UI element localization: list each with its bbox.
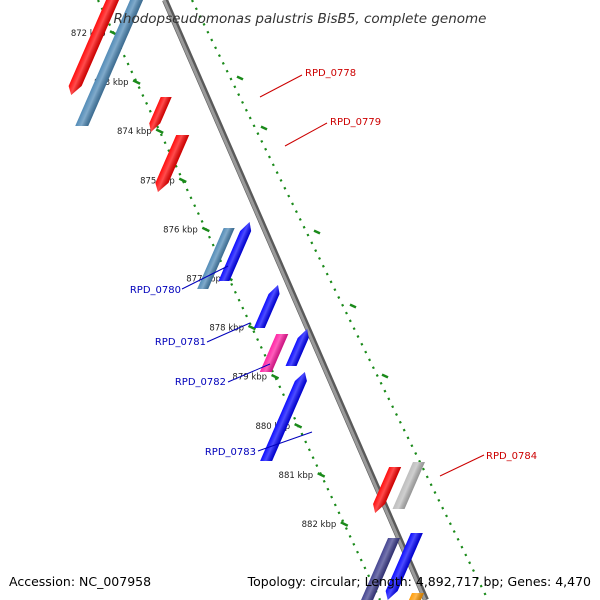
gene-feature-slate[interactable]	[361, 538, 401, 600]
scale-tick	[317, 472, 326, 478]
scale-tick-label: 882 kbp	[302, 520, 337, 530]
gene-feature-red-small[interactable]	[145, 97, 172, 132]
gene-feature-blue-lower-shade	[385, 533, 423, 600]
scale-tick-label: 880 kbp	[255, 422, 290, 432]
gene-feature-rpd0784-shade	[392, 462, 425, 509]
gene-feature-red-lower[interactable]	[369, 467, 402, 513]
gene-label-rpd0784[interactable]: RPD_0784	[486, 451, 537, 462]
gene-feature-blue-b-shade	[253, 285, 280, 328]
callout-line	[227, 363, 271, 383]
scale-tick-label: 876 kbp	[163, 225, 198, 235]
gene-feature-rpd0778[interactable]	[75, 0, 145, 126]
gene-feature-rpd0781[interactable]	[285, 329, 313, 366]
callout-line	[259, 74, 303, 98]
gene-label-rpd0782[interactable]: RPD_0782	[175, 377, 226, 388]
scale-tick	[132, 79, 141, 85]
scale-tick	[155, 128, 164, 135]
inner-dotted-ring	[97, 0, 381, 600]
callout-line	[206, 322, 251, 343]
gene-label-rpd0778[interactable]: RPD_0778	[305, 68, 356, 79]
gene-feature-rpd0782[interactable]	[259, 334, 289, 372]
scale-tick	[294, 422, 303, 429]
ring-tick	[381, 373, 389, 379]
callout-line	[181, 265, 229, 290]
scale-tick-label: 878 kbp	[209, 324, 244, 334]
gene-feature-rpd0780-shade	[197, 228, 235, 289]
scale-tick	[247, 324, 257, 331]
gene-feature-rpd0780[interactable]	[197, 228, 235, 289]
callout-line	[257, 431, 313, 452]
scale-tick	[178, 177, 187, 184]
gene-feature-rpd0779[interactable]	[151, 135, 190, 192]
gene-feature-upper-red-shade	[68, 0, 121, 95]
ring-tick	[236, 75, 244, 81]
gene-label-rpd0781[interactable]: RPD_0781	[155, 337, 206, 348]
gene-feature-slate-shade	[361, 538, 401, 600]
gene-feature-orange-shade	[408, 593, 424, 600]
ring-tick	[313, 229, 321, 235]
scale-tick-label: 879 kbp	[232, 373, 267, 383]
genome-title: Rhodopseudomonas palustris BisB5, comple…	[114, 11, 487, 27]
gene-feature-rpd0782-shade	[259, 334, 289, 372]
gene-feature-rpd0783[interactable]	[260, 372, 311, 461]
gene-label-rpd0780[interactable]: RPD_0780	[130, 285, 181, 296]
gene-feature-rpd0779-shade	[155, 135, 190, 192]
scale-tick-label: 881 kbp	[279, 471, 314, 481]
accession-text: Accession: NC_007958	[9, 574, 151, 589]
gene-label-rpd0783[interactable]: RPD_0783	[205, 447, 256, 458]
gene-feature-rpd0778-shade	[75, 0, 145, 126]
topology-text: Topology: circular; Length: 4,892,717 bp…	[247, 574, 591, 589]
gene-label-rpd0779[interactable]: RPD_0779	[330, 117, 381, 128]
genome-backbone	[162, 0, 427, 600]
gene-feature-rpd0781-shade	[285, 329, 309, 366]
gene-feature-rpd0784[interactable]	[392, 462, 425, 509]
scale-tick	[201, 226, 210, 233]
gene-feature-blue-lower[interactable]	[382, 533, 423, 600]
callout-line	[284, 122, 328, 147]
gene-feature-red-lower-shade	[373, 467, 402, 513]
ring-tick	[260, 125, 268, 131]
gene-feature-orange[interactable]	[408, 593, 424, 600]
gene-feature-rpd0783-shade	[260, 372, 307, 461]
callout-line	[439, 454, 485, 477]
outer-dotted-ring	[191, 0, 489, 600]
gene-feature-blue-b[interactable]	[253, 285, 284, 328]
ring-tick	[349, 303, 357, 309]
scale-tick-label: 874 kbp	[117, 127, 152, 137]
scale-tick	[340, 521, 349, 527]
gene-feature-red-small-shade	[149, 97, 172, 132]
scale-tick-label: 873 kbp	[94, 78, 129, 88]
scale-tick-label: 872 kbp	[71, 29, 106, 39]
gene-feature-upper-red[interactable]	[65, 0, 121, 95]
scale-tick	[271, 373, 280, 380]
